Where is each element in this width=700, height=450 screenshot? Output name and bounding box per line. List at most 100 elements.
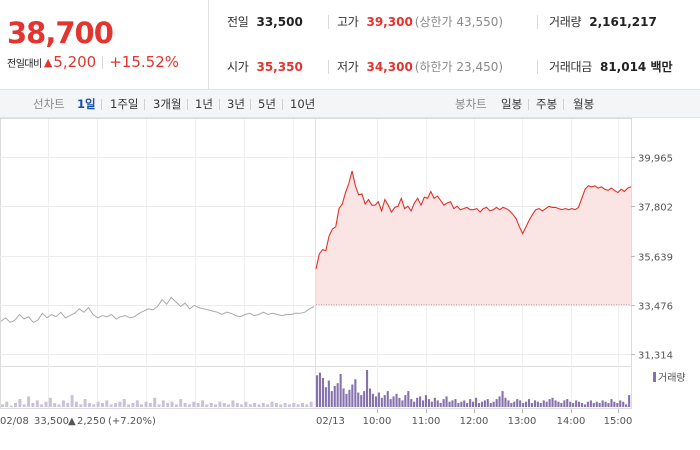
prev-volume-bar [231, 400, 235, 407]
today-volume-bar [316, 375, 319, 407]
period-1-year[interactable]: 1년 [195, 97, 213, 111]
today-volume-bar [407, 391, 410, 407]
open-label: 시가 [227, 60, 249, 74]
prev-volume-bar [118, 401, 122, 407]
today-volume-bar [448, 401, 451, 407]
prev-volume-bar [209, 403, 213, 407]
today-volume-bar [371, 393, 374, 407]
prev-volume-bar [192, 401, 196, 407]
today-volume-bar [345, 393, 348, 407]
prev-close-price-label: 33,500 [34, 416, 69, 427]
prev-volume-bar [248, 404, 252, 407]
period-1-week[interactable]: 1주일 [110, 97, 139, 111]
today-volume-bar [619, 400, 622, 407]
today-volume-bar [383, 395, 386, 407]
price-chart[interactable]: 39,965 37,802 35,639 33,476 31,314 거래량 02/08… [0, 118, 700, 450]
prev-volume-bar [105, 400, 109, 407]
prev-change-rate-label: (+7.20%) [108, 416, 156, 427]
prev-volume-bar [274, 403, 278, 407]
today-volume-bar [336, 383, 339, 407]
y-tick-label: 39,965 [638, 154, 673, 165]
today-volume-bar [578, 401, 581, 407]
prev-volume-bar [135, 400, 139, 407]
today-volume-bar [622, 401, 625, 407]
high-value: 39,300 [366, 15, 413, 29]
up-arrow-icon: ▲ [68, 416, 76, 427]
today-fill [316, 171, 631, 305]
today-volume-bar [560, 403, 563, 407]
prev-volume-bar [9, 405, 13, 407]
volume-label: 거래량 [549, 15, 582, 29]
prev-volume-bar [114, 403, 117, 407]
period-10-year[interactable]: 10년 [290, 97, 316, 111]
today-volume-bar [530, 403, 533, 407]
current-price: 38,700 [7, 16, 114, 50]
low-value: 34,300 [366, 60, 413, 74]
today-volume-bar [572, 403, 575, 407]
today-volume-bar [607, 403, 610, 407]
today-volume-bar [545, 401, 548, 407]
period-3-year[interactable]: 3년 [227, 97, 245, 111]
prev-volume-bar [166, 403, 170, 407]
today-volume-bar [513, 401, 516, 407]
prev-volume-bar [148, 403, 152, 407]
y-tick-label: 31,314 [638, 351, 673, 362]
prev-volume-bar [48, 397, 52, 408]
today-volume-bar [377, 392, 380, 407]
today-volume-bar [495, 399, 498, 407]
today-volume-bar [342, 388, 345, 407]
today-volume-bar [628, 395, 631, 407]
prev-close-value: 33,500 [256, 15, 303, 29]
period-5-year[interactable]: 5년 [258, 97, 276, 111]
divider [563, 99, 564, 110]
today-volume-bar [586, 401, 589, 407]
today-volume-bar [616, 403, 619, 407]
period-1-day[interactable]: 1일 [77, 97, 96, 111]
today-volume-bar [489, 403, 492, 407]
prev-volume-bar [214, 404, 217, 407]
prev-volume-bar [292, 403, 296, 407]
candle-monthly[interactable]: 월봉 [573, 97, 595, 111]
today-volume-bar [360, 395, 363, 407]
prev-volume-bar [109, 404, 113, 407]
today-volume-bar [504, 397, 507, 408]
today-volume-bar [610, 399, 613, 407]
today-volume-bar [324, 387, 327, 407]
prev-volume-bar [279, 404, 283, 407]
prev-volume-bar [257, 404, 261, 407]
period-3-month[interactable]: 3개월 [153, 97, 182, 111]
today-volume-bar [625, 404, 628, 407]
prev-volume-bar [53, 403, 57, 407]
today-volume-bar [548, 399, 551, 407]
today-volume-bar [498, 396, 501, 407]
today-volume-bar [533, 400, 536, 407]
today-volume-bar [522, 403, 525, 407]
price-fill-area [316, 171, 631, 306]
prev-volume-bar [66, 403, 70, 407]
candle-weekly[interactable]: 주봉 [536, 97, 558, 111]
today-volume-bar [330, 391, 333, 407]
today-volume-bar [401, 400, 404, 407]
prev-volume-bar [57, 404, 61, 407]
prev-close-label: 전일 [227, 15, 249, 29]
today-volume-bar [419, 396, 422, 407]
candle-daily[interactable]: 일봉 [501, 97, 523, 111]
prev-volume-bar [201, 400, 204, 407]
today-volume-bar [321, 377, 324, 407]
divider [102, 55, 104, 69]
prev-volume-bar [161, 400, 165, 407]
x-tick-label: 14:00 [557, 416, 586, 427]
prev-volume-bar [5, 401, 9, 407]
prev-volume-bar [170, 401, 174, 407]
x-tick-label: 10:00 [363, 416, 392, 427]
high-price: 고가 39,300 (상한가 43,550) [337, 13, 503, 31]
today-volume-bar [507, 400, 510, 407]
candle-chart-label: 봉차트 [455, 97, 487, 111]
prev-volume-bar [218, 401, 222, 407]
volume-legend-label: 거래량 [658, 372, 686, 384]
volume-value: 2,161,217 [589, 15, 657, 29]
prev-volume-bar [261, 403, 265, 407]
today-volume-bar [410, 399, 413, 407]
today-volume-bar [601, 400, 604, 407]
divider [101, 99, 102, 110]
